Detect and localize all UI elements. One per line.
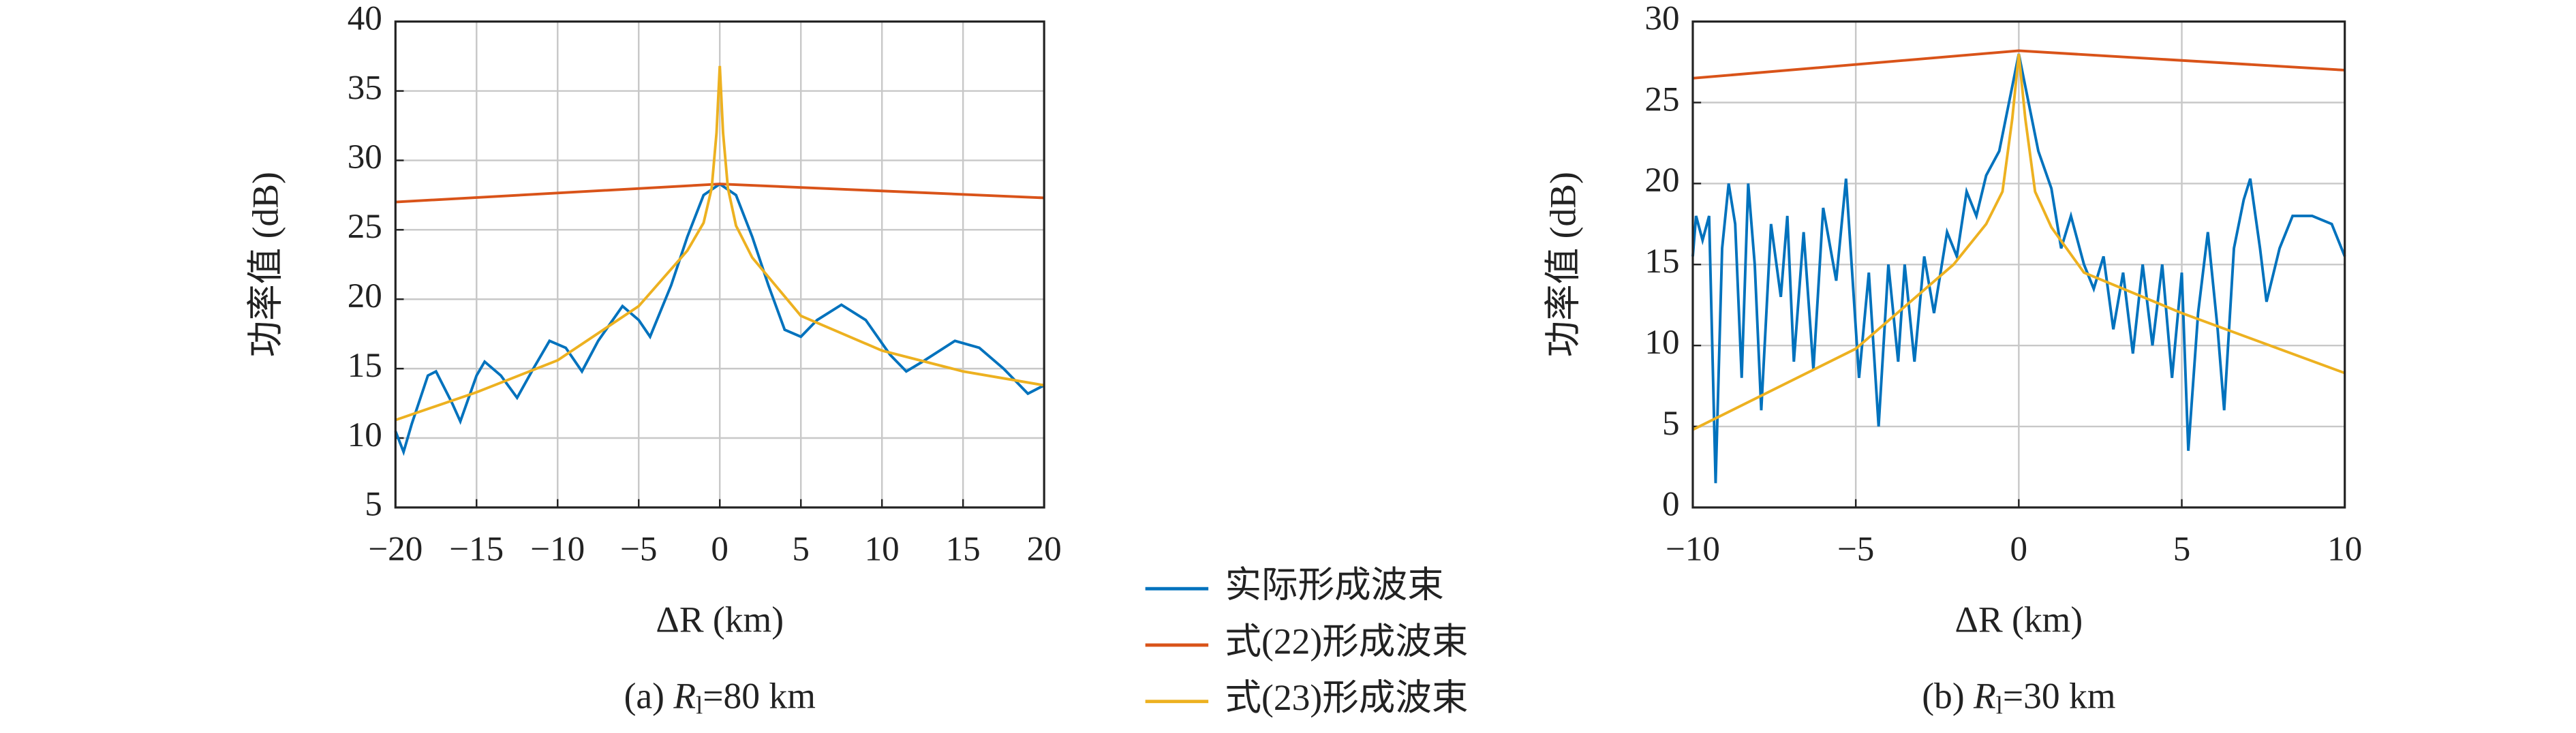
caption-part: l — [696, 691, 703, 719]
x-tick-label: 10 — [865, 529, 900, 568]
plot-frame — [394, 20, 1045, 509]
caption-part: =30 km — [2003, 676, 2116, 717]
x-tick-label: −20 — [368, 529, 423, 568]
y-tick-label: 10 — [348, 416, 382, 454]
y-tick-label: 0 — [1662, 485, 1680, 524]
x-tick-label: 5 — [792, 529, 810, 568]
caption-part: R — [673, 676, 696, 717]
caption: (b) Rl=30 km — [1922, 676, 2115, 719]
y-tick-label: 5 — [365, 485, 382, 524]
x-tick-label: −5 — [1837, 529, 1874, 568]
x-tick-label: −10 — [1666, 529, 1720, 568]
x-axis-label: ΔR (km) — [1955, 599, 2083, 640]
y-tick-label: 15 — [348, 346, 382, 385]
x-tick-label: 20 — [1027, 529, 1062, 568]
x-tick-label: 15 — [946, 529, 981, 568]
y-tick-label: 20 — [348, 277, 382, 315]
x-tick-label: −15 — [449, 529, 504, 568]
y-tick-label: 10 — [1644, 323, 1679, 362]
y-tick-label: 35 — [348, 68, 382, 107]
legend-label: 实际形成波束 — [1225, 565, 1443, 606]
caption-part: R — [1973, 676, 1996, 717]
y-tick-label: 20 — [1644, 161, 1679, 200]
caption-part: (b) — [1922, 676, 1974, 717]
y-tick-label: 30 — [348, 138, 382, 176]
legend-label: 式(22)形成波束 — [1225, 621, 1468, 661]
caption: (a) Rl=80 km — [624, 676, 816, 719]
series-line — [394, 182, 1045, 456]
x-tick-label: 0 — [711, 529, 729, 568]
y-tick-label: 30 — [1644, 0, 1679, 37]
y-axis-label: 功率值 (dB) — [1542, 172, 1583, 357]
y-tick-label: 25 — [1644, 80, 1679, 119]
legend-label: 式(23)形成波束 — [1225, 677, 1468, 718]
caption-part: =80 km — [703, 676, 816, 717]
y-tick-label: 5 — [1662, 404, 1680, 443]
caption-part: l — [1996, 691, 2003, 719]
x-tick-label: 5 — [2173, 529, 2191, 568]
series-line — [395, 65, 1045, 422]
y-axis-label: 功率值 (dB) — [245, 172, 286, 357]
y-tick-label: 25 — [348, 207, 382, 246]
y-tick-label: 15 — [1644, 242, 1679, 281]
x-tick-label: 0 — [2010, 529, 2028, 568]
x-tick-label: 10 — [2327, 529, 2362, 568]
x-axis-label: ΔR (km) — [656, 599, 784, 640]
x-tick-label: −10 — [530, 529, 585, 568]
x-tick-label: −5 — [620, 529, 657, 568]
series-line — [1692, 53, 2346, 431]
series-line — [1691, 53, 2346, 484]
y-tick-label: 40 — [348, 0, 382, 37]
plot-frame — [1691, 20, 2346, 509]
series-line — [1692, 49, 2345, 80]
caption-part: (a) — [624, 676, 674, 717]
series-line — [395, 183, 1045, 204]
